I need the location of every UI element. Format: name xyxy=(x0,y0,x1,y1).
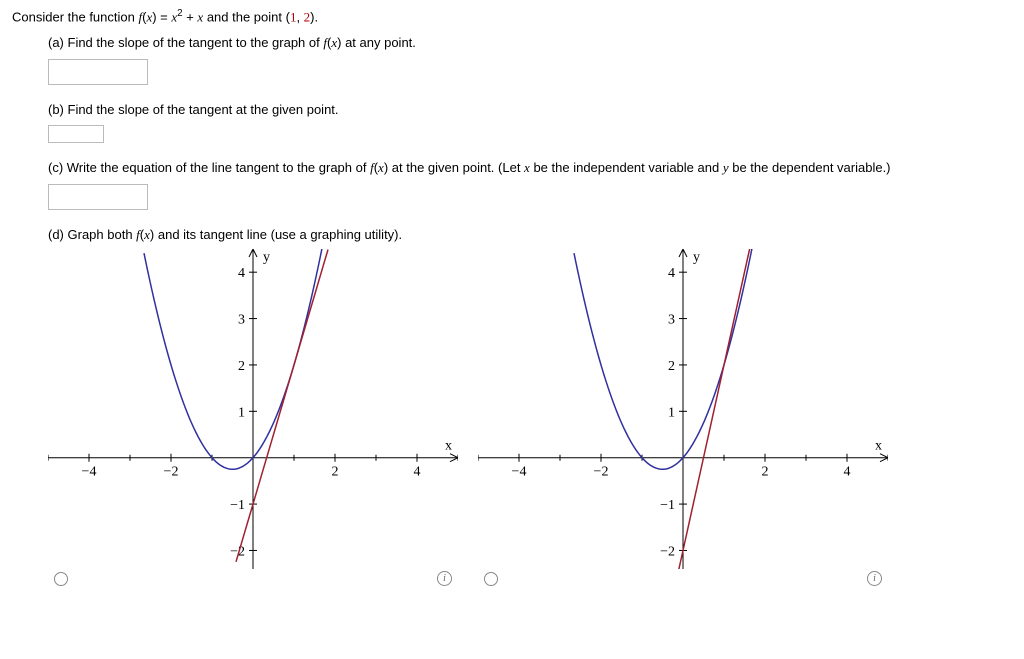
svg-text:−4: −4 xyxy=(82,465,97,480)
part-a-text: (a) Find the slope of the tangent to the… xyxy=(48,35,1012,51)
graph-option-1: −4−224−2−11234xy i xyxy=(48,249,458,586)
svg-text:x: x xyxy=(445,439,452,454)
svg-text:4: 4 xyxy=(844,465,851,480)
svg-text:2: 2 xyxy=(668,359,675,374)
graph-option-2: −4 −2 2 4 −2 −1 1 2 3 4 x y i xyxy=(478,249,888,586)
part-c: (c) Write the equation of the line tange… xyxy=(48,160,1012,213)
svg-text:2: 2 xyxy=(762,465,769,480)
part-c-text: (c) Write the equation of the line tange… xyxy=(48,160,1012,176)
answer-input-a[interactable] xyxy=(48,59,148,85)
graph-radio-2[interactable] xyxy=(484,572,498,586)
graph-radio-1[interactable] xyxy=(54,572,68,586)
svg-text:y: y xyxy=(693,250,700,265)
svg-text:1: 1 xyxy=(668,406,675,421)
svg-text:3: 3 xyxy=(668,313,675,328)
svg-text:−1: −1 xyxy=(230,498,245,513)
part-b: (b) Find the slope of the tangent at the… xyxy=(48,102,1012,146)
part-a: (a) Find the slope of the tangent to the… xyxy=(48,35,1012,88)
svg-text:−2: −2 xyxy=(594,465,609,480)
fn-lhs: f xyxy=(138,9,142,24)
svg-text:4: 4 xyxy=(238,267,245,282)
graph-plot-1: −4−224−2−11234xy xyxy=(48,249,458,569)
svg-text:x: x xyxy=(875,439,882,454)
svg-text:4: 4 xyxy=(668,267,675,282)
svg-text:4: 4 xyxy=(414,465,421,480)
part-b-text: (b) Find the slope of the tangent at the… xyxy=(48,102,1012,117)
prompt-text: Consider the function xyxy=(12,9,138,24)
graphs-row: −4 −2 2 4 −2 −1 1 2 3 4 x y i −4 −2 2 4 −2 −1 1 2 3 4 x y i xyxy=(48,249,1012,586)
part-d: (d) Graph both f(x) and its tangent line… xyxy=(48,227,1012,243)
info-icon[interactable]: i xyxy=(437,571,452,586)
svg-text:3: 3 xyxy=(238,313,245,328)
info-icon[interactable]: i xyxy=(867,571,882,586)
svg-text:2: 2 xyxy=(238,359,245,374)
graph-plot-2: −4 −2 2 4 −2 −1 1 2 3 4 x y xyxy=(478,249,888,569)
svg-text:−2: −2 xyxy=(164,465,179,480)
svg-text:1: 1 xyxy=(238,406,245,421)
answer-input-c[interactable] xyxy=(48,184,148,210)
svg-text:y: y xyxy=(263,250,270,265)
problem-statement: Consider the function f(x) = x2 + x and … xyxy=(12,8,1012,25)
svg-text:−1: −1 xyxy=(660,498,675,513)
part-d-text: (d) Graph both f(x) and its tangent line… xyxy=(48,227,1012,243)
svg-text:−4: −4 xyxy=(512,465,527,480)
svg-text:−2: −2 xyxy=(660,545,675,560)
answer-input-b[interactable] xyxy=(48,125,104,143)
svg-text:2: 2 xyxy=(332,465,339,480)
